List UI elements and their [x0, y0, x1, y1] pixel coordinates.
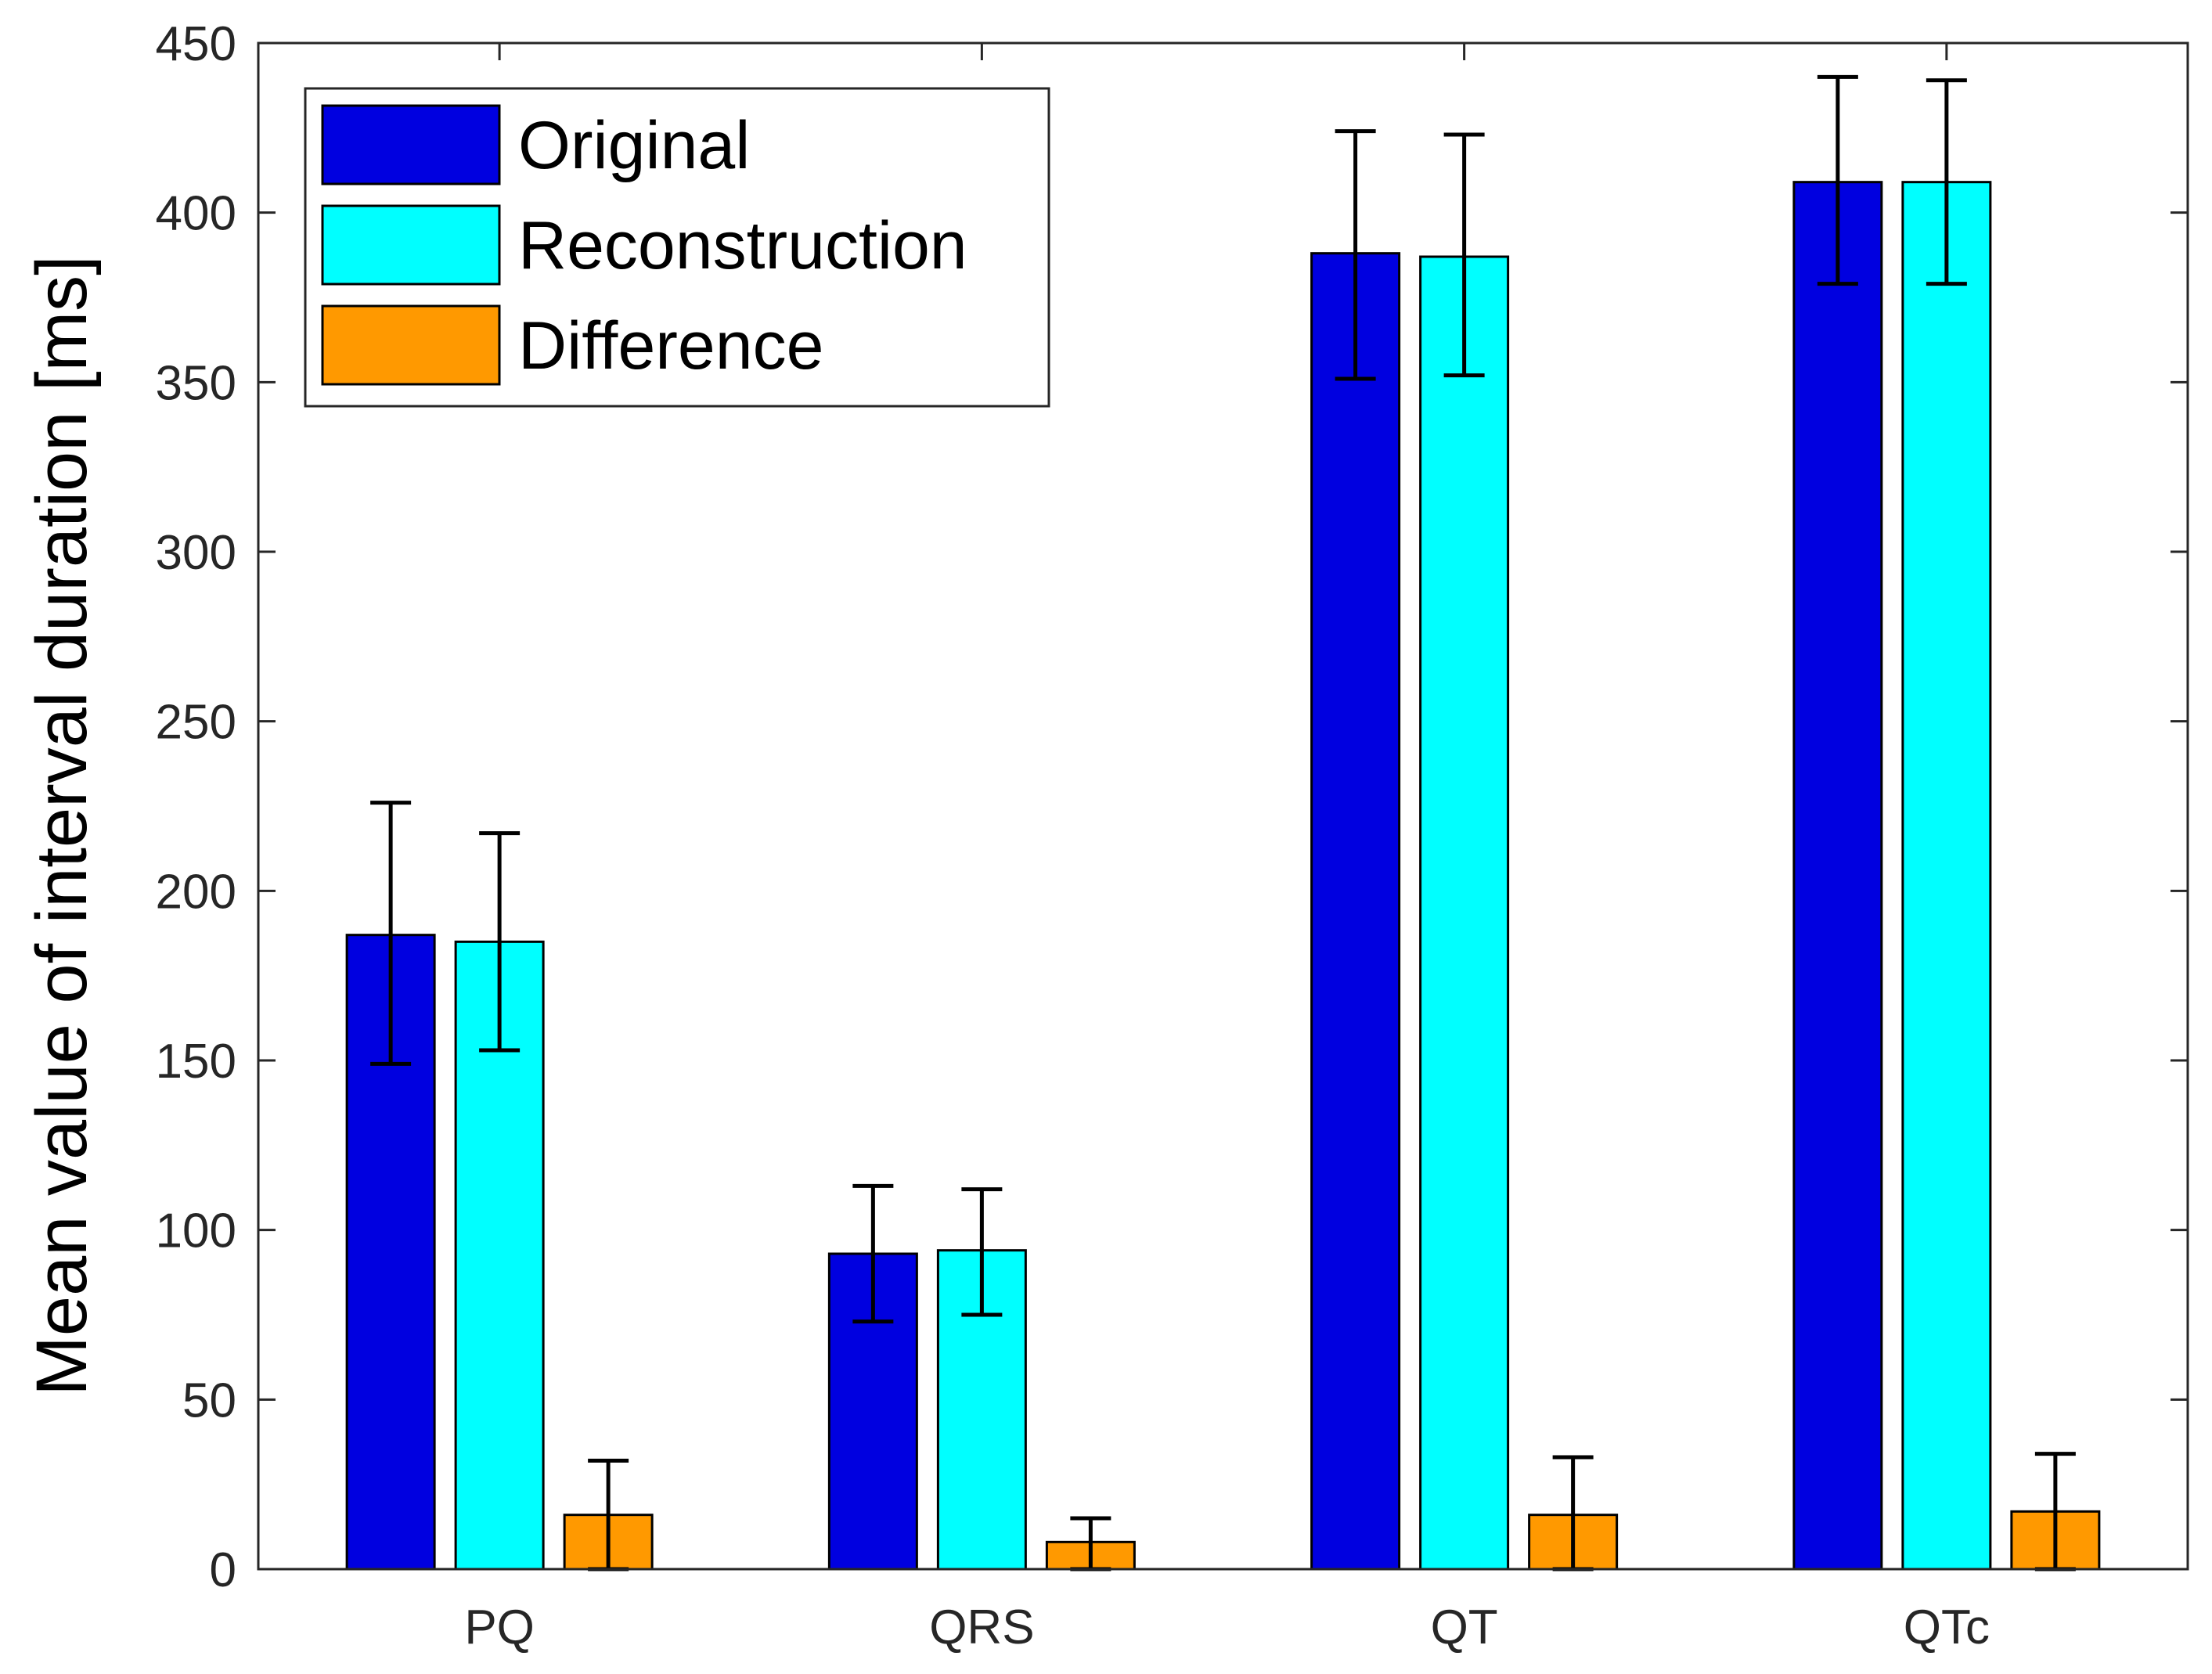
x-tick-label: QT [1431, 1600, 1498, 1654]
y-tick-label: 450 [156, 17, 236, 71]
y-tick-label: 50 [182, 1373, 236, 1427]
x-tick-label: PQ [464, 1600, 535, 1654]
bar-reconstruction-qtc [1901, 181, 1992, 1571]
errorbar-reconstruction-qtc [1926, 78, 1967, 286]
x-tick-label: QTc [1904, 1600, 1990, 1654]
x-tick-label: QRS [929, 1600, 1034, 1654]
y-tick-label: 0 [210, 1543, 236, 1597]
y-tick-label: 300 [156, 526, 236, 580]
legend-swatch-difference [321, 304, 501, 386]
y-tick-label: 350 [156, 356, 236, 410]
errorbar-original-pq [370, 801, 412, 1066]
y-tick-label: 250 [156, 696, 236, 750]
errorbar-original-qt [1335, 129, 1376, 381]
legend-swatch-original [321, 104, 501, 185]
legend-label-original: Original [518, 108, 750, 183]
errorbar-original-qrs [852, 1183, 894, 1324]
legend-swatch-reconstruction [321, 204, 501, 286]
legend: Original Reconstruction Difference [304, 87, 1050, 408]
bar-original-qt [1310, 252, 1401, 1571]
y-tick-label: 150 [156, 1035, 236, 1089]
legend-label-difference: Difference [518, 308, 823, 383]
errorbar-original-qtc [1817, 74, 1858, 286]
y-tick-label: 200 [156, 865, 236, 919]
y-tick-label: 400 [156, 187, 236, 241]
bar-reconstruction-qt [1419, 255, 1510, 1571]
y-tick-label: 100 [156, 1204, 236, 1258]
legend-label-reconstruction: Reconstruction [518, 208, 967, 283]
errorbar-reconstruction-qt [1443, 132, 1485, 378]
errorbar-reconstruction-qrs [961, 1187, 1003, 1317]
bar-original-qtc [1792, 181, 1883, 1571]
y-axis-title: Mean value of interval duration [ms] [22, 255, 102, 1395]
errorbar-reconstruction-pq [479, 831, 521, 1053]
axes-frame [257, 41, 2189, 1571]
